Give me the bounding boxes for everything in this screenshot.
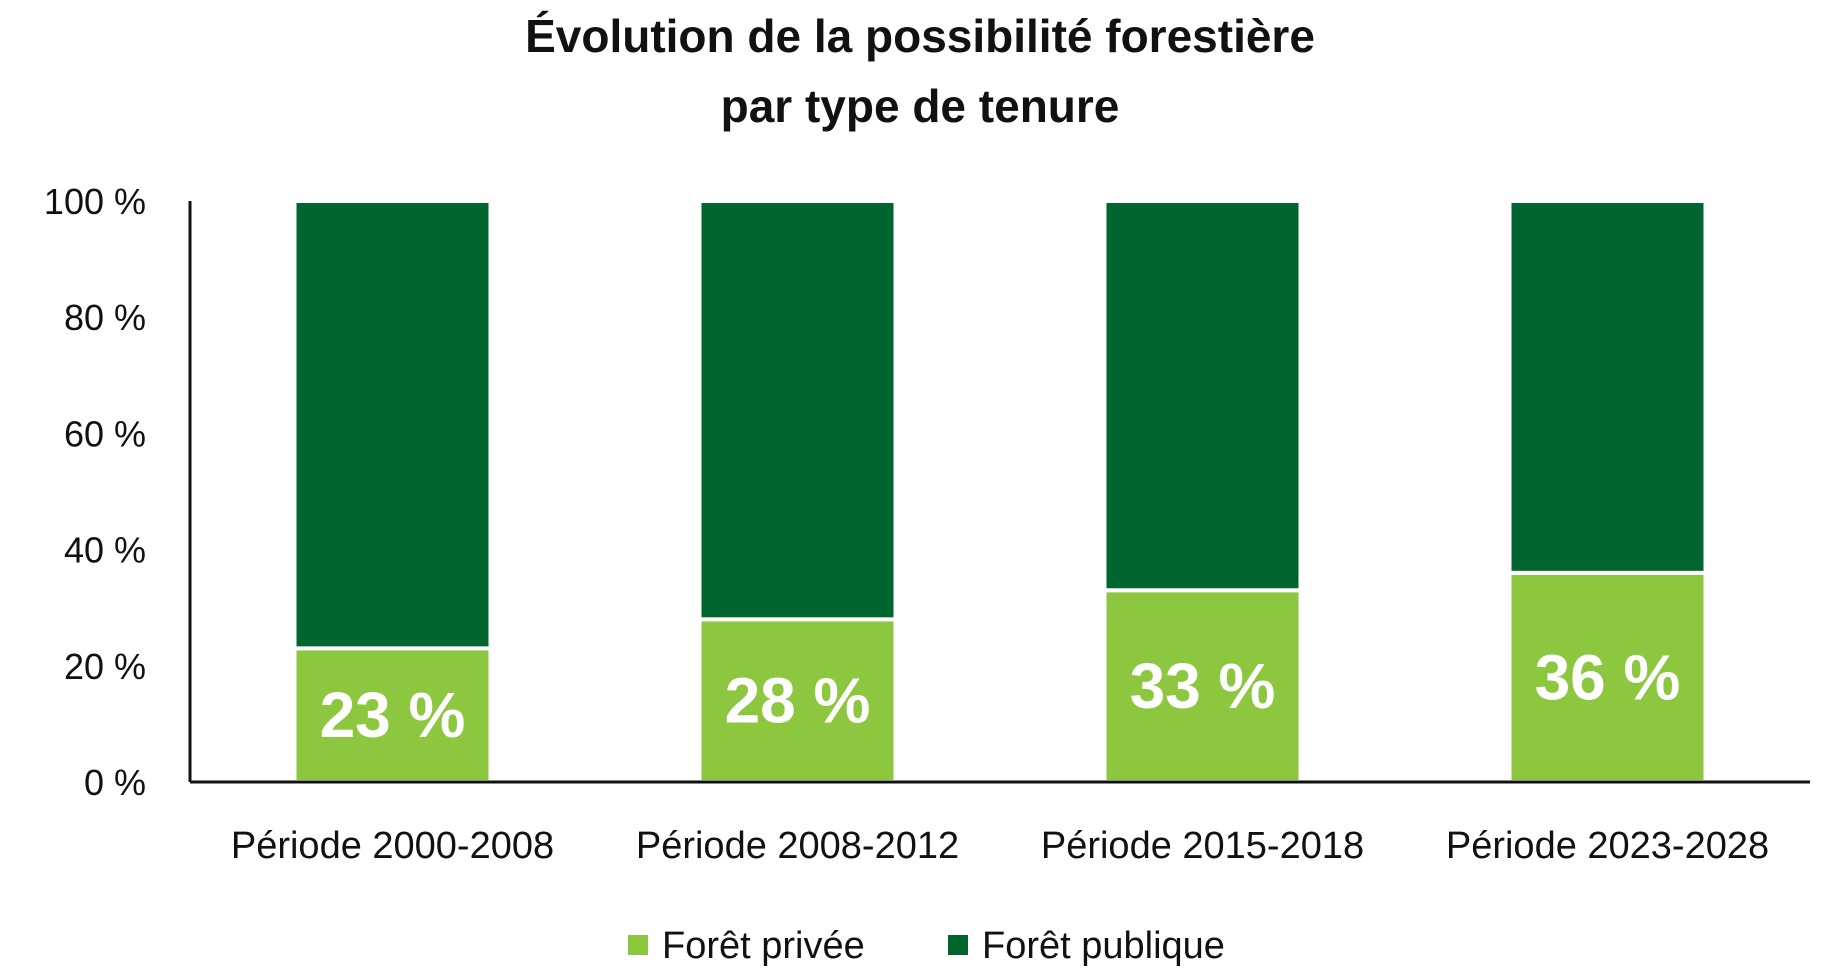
x-category-label: Période 2000-2008: [231, 825, 554, 867]
y-tick-label: 80 %: [64, 297, 146, 338]
bar-segment-foret-privee: [697, 617, 898, 784]
chart-title-line-1: Évolution de la possibilité forestière: [525, 10, 1315, 62]
bar-segment-foret-publique: [697, 199, 898, 622]
x-axis-labels: Période 2000-2008 Période 2008-2012 Périod…: [231, 825, 1769, 867]
bars: 23 % 28 % 33 % 36 %: [292, 199, 1708, 785]
bar-segment-foret-publique: [292, 199, 493, 651]
bar-segment-foret-publique: [1507, 199, 1708, 575]
y-tick-label: 0 %: [84, 762, 146, 803]
legend-label-foret-privee: Forêt privée: [662, 925, 865, 967]
y-axis-ticks: 0 % 20 % 40 % 60 % 80 % 100 %: [44, 181, 146, 803]
x-category-label: Période 2015-2018: [1041, 825, 1364, 867]
y-tick-label: 20 %: [64, 646, 146, 687]
x-category-label: Période 2023-2028: [1446, 825, 1769, 867]
data-label: 36 %: [1535, 641, 1681, 713]
data-label: 28 %: [725, 665, 871, 737]
y-tick-label: 60 %: [64, 413, 146, 454]
legend-label-foret-publique: Forêt publique: [982, 925, 1225, 967]
bar-segment-foret-privee: [1507, 570, 1708, 785]
y-tick-label: 100 %: [44, 181, 146, 222]
data-label: 23 %: [320, 679, 466, 751]
chart-title-line-2: par type de tenure: [721, 80, 1120, 132]
bar-segment-foret-publique: [1102, 199, 1303, 593]
legend-swatch-foret-privee: [628, 935, 648, 955]
y-tick-label: 40 %: [64, 530, 146, 571]
x-category-label: Période 2008-2012: [636, 825, 959, 867]
data-label: 33 %: [1130, 650, 1276, 722]
legend: Forêt privée Forêt publique: [628, 925, 1225, 967]
bar-segment-foret-privee: [292, 646, 493, 784]
legend-swatch-foret-publique: [948, 935, 968, 955]
